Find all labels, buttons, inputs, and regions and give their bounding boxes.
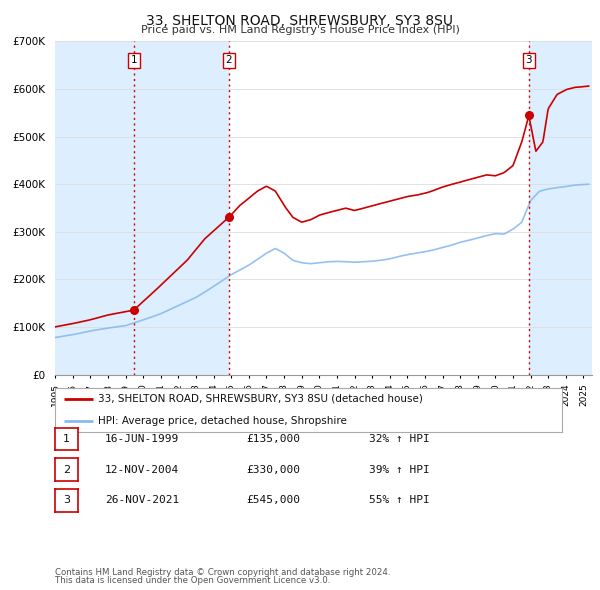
Text: £545,000: £545,000 bbox=[246, 496, 300, 505]
Text: 3: 3 bbox=[63, 496, 70, 505]
Text: 2: 2 bbox=[63, 465, 70, 474]
Text: Contains HM Land Registry data © Crown copyright and database right 2024.: Contains HM Land Registry data © Crown c… bbox=[55, 568, 391, 577]
Text: This data is licensed under the Open Government Licence v3.0.: This data is licensed under the Open Gov… bbox=[55, 576, 331, 585]
Text: 33, SHELTON ROAD, SHREWSBURY, SY3 8SU: 33, SHELTON ROAD, SHREWSBURY, SY3 8SU bbox=[146, 14, 454, 28]
Text: 33, SHELTON ROAD, SHREWSBURY, SY3 8SU (detached house): 33, SHELTON ROAD, SHREWSBURY, SY3 8SU (d… bbox=[98, 394, 423, 404]
Bar bbox=[529, 41, 592, 375]
Text: £135,000: £135,000 bbox=[246, 434, 300, 444]
Text: 1: 1 bbox=[130, 55, 137, 65]
Text: 12-NOV-2004: 12-NOV-2004 bbox=[105, 465, 179, 474]
Text: 32% ↑ HPI: 32% ↑ HPI bbox=[369, 434, 430, 444]
Text: 3: 3 bbox=[526, 55, 532, 65]
Text: 26-NOV-2021: 26-NOV-2021 bbox=[105, 496, 179, 505]
Text: 39% ↑ HPI: 39% ↑ HPI bbox=[369, 465, 430, 474]
Text: 2: 2 bbox=[226, 55, 232, 65]
Text: 55% ↑ HPI: 55% ↑ HPI bbox=[369, 496, 430, 505]
Text: 1: 1 bbox=[63, 434, 70, 444]
Text: HPI: Average price, detached house, Shropshire: HPI: Average price, detached house, Shro… bbox=[98, 416, 347, 426]
Text: Price paid vs. HM Land Registry's House Price Index (HPI): Price paid vs. HM Land Registry's House … bbox=[140, 25, 460, 35]
Bar bbox=[55, 41, 134, 375]
Text: 16-JUN-1999: 16-JUN-1999 bbox=[105, 434, 179, 444]
Text: £330,000: £330,000 bbox=[246, 465, 300, 474]
Bar bbox=[134, 41, 229, 375]
